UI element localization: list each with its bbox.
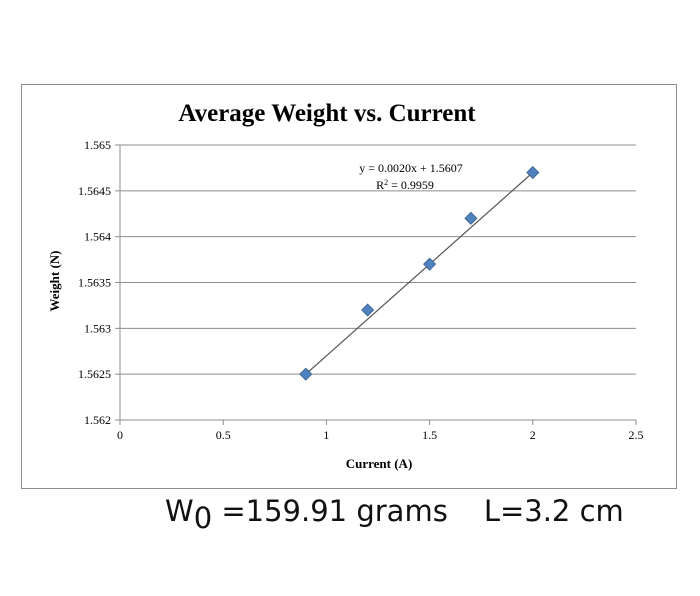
y-tick-label: 1.5635 xyxy=(78,276,111,290)
caption-length: L=3.2 cm xyxy=(483,494,624,528)
y-axis-label: Weight (N) xyxy=(47,250,62,311)
x-axis-label: Current (A) xyxy=(346,456,413,471)
y-tick-label: 1.5645 xyxy=(78,184,111,198)
x-tick-label: 1.5 xyxy=(422,428,437,442)
caption-w: W xyxy=(165,494,194,528)
data-point xyxy=(299,367,313,381)
caption-w-value: =159.91 grams xyxy=(212,494,448,528)
x-tick-label: 1 xyxy=(323,428,329,442)
y-tick-label: 1.562 xyxy=(84,413,111,427)
data-point xyxy=(423,257,437,271)
data-point xyxy=(464,211,478,225)
caption-w-subscript: 0 xyxy=(193,501,213,535)
trendline xyxy=(305,172,534,375)
y-tick-label: 1.565 xyxy=(84,138,111,152)
x-tick-label: 2 xyxy=(530,428,536,442)
r-squared-label: R2 = 0.9959 xyxy=(376,178,434,193)
chart-title: Average Weight vs. Current xyxy=(178,100,476,127)
x-tick-label: 0.5 xyxy=(216,428,231,442)
caption: W0 =159.91 grams L=3.2 cm xyxy=(165,494,624,535)
y-tick-label: 1.564 xyxy=(84,230,111,244)
chart-frame: Average Weight vs. Current 1.562 1.5625 1.… xyxy=(21,84,677,489)
y-tick-label: 1.563 xyxy=(84,321,111,335)
data-point xyxy=(526,165,540,180)
y-tick-label: 1.5625 xyxy=(78,367,111,381)
chart-svg: Average Weight vs. Current 1.562 1.5625 1.… xyxy=(47,100,644,471)
x-tick-label: 2.5 xyxy=(629,428,644,442)
x-tick-label: 0 xyxy=(117,428,123,442)
trendline-equation: y = 0.0020x + 1.5607 xyxy=(359,161,463,175)
data-point xyxy=(361,303,375,317)
